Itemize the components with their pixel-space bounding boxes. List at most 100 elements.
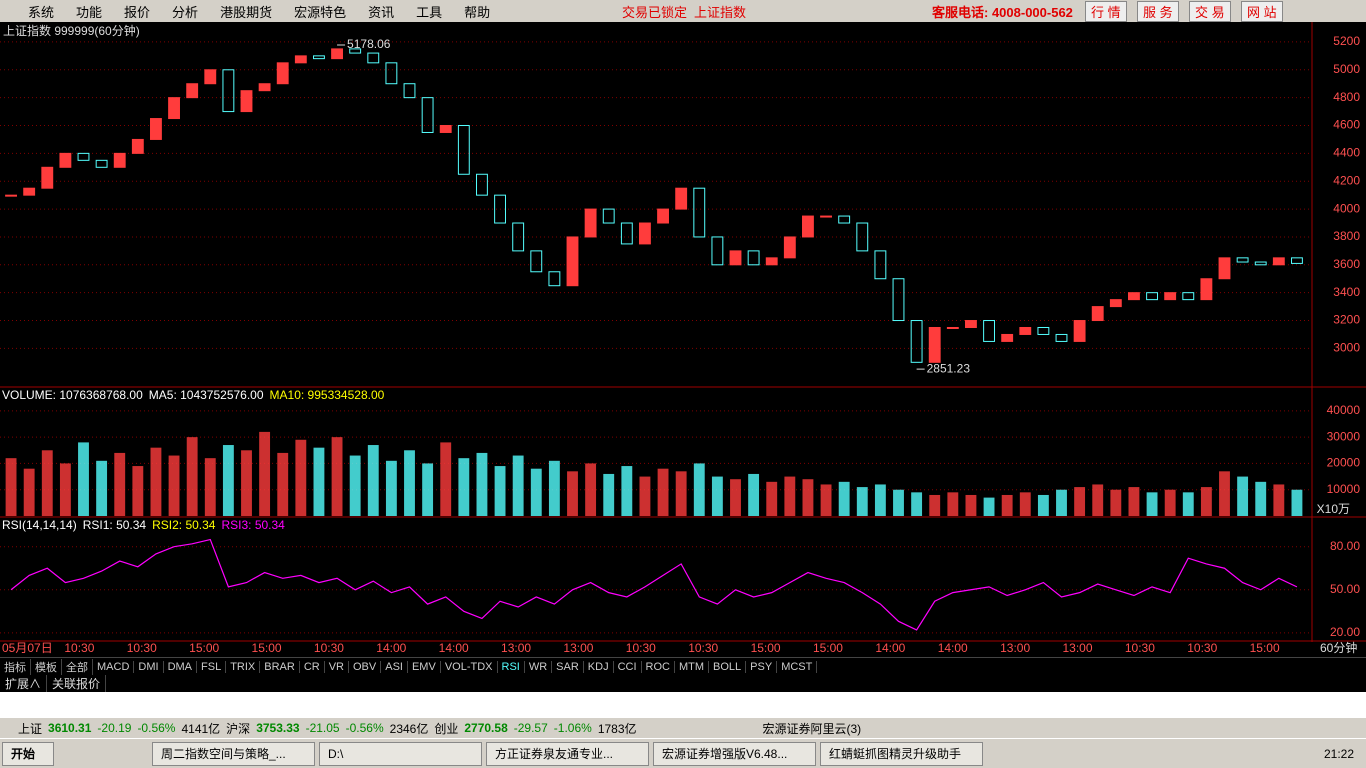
candle — [892, 278, 905, 322]
volume-bar — [168, 455, 180, 516]
x-tick-label: 14:00 — [938, 641, 968, 655]
task-item[interactable]: 红蜻蜓抓图精灵升级助手 — [820, 741, 983, 766]
volume-bar — [1182, 492, 1194, 516]
volume-bar — [96, 460, 108, 516]
candle — [928, 326, 941, 363]
x-tick-label: 15:00 — [813, 641, 843, 655]
candle — [965, 320, 977, 328]
candle — [294, 55, 307, 64]
panel-title: VOLUME: 1076368768.00 — [2, 388, 143, 402]
menu-item[interactable]: 港股期货 — [220, 4, 273, 20]
candle — [711, 236, 724, 266]
menu-item[interactable]: 帮助 — [464, 4, 491, 20]
y-tick-label: 80.00 — [1330, 539, 1360, 553]
index-field: -0.56% — [345, 721, 384, 735]
blank-panel — [0, 692, 1366, 718]
candle — [693, 187, 706, 238]
candle — [186, 83, 199, 99]
volume-bar — [893, 489, 904, 516]
indicator-tab[interactable]: 指标 — [0, 658, 31, 675]
x-tick-label: 15:00 — [252, 641, 282, 655]
volume-bar — [693, 463, 705, 516]
candle — [747, 250, 760, 266]
volume-bar — [313, 447, 325, 516]
annotation-label: 5178.06 — [347, 37, 391, 51]
candle — [1182, 292, 1195, 301]
menu-item[interactable]: 工具 — [416, 4, 443, 20]
indicator-tab[interactable]: KDJ — [584, 660, 614, 673]
indicator-tab[interactable]: 全部 — [62, 658, 93, 675]
menu-item[interactable]: 宏源特色 — [294, 4, 347, 20]
x-tick-label: 14:00 — [439, 641, 469, 655]
indicator-tab[interactable]: MTM — [675, 660, 710, 673]
indicator-tab[interactable]: WR — [525, 660, 553, 673]
indicator-tab[interactable]: PSY — [746, 660, 778, 673]
top-button[interactable]: 行 情 — [1085, 0, 1127, 22]
volume-bar — [1001, 494, 1013, 516]
volume-bar — [657, 468, 669, 516]
indicator-tab[interactable]: ASI — [381, 660, 408, 673]
indicator-tab[interactable]: OBV — [349, 660, 382, 673]
candle — [276, 62, 289, 85]
candle — [113, 152, 126, 168]
candle — [476, 173, 488, 196]
sub-tab[interactable]: 扩展∧ — [0, 675, 48, 692]
menu-item[interactable]: 功能 — [76, 4, 103, 20]
indicator-tab[interactable]: VOL-TDX — [441, 660, 498, 673]
task-item[interactable]: 方正证券泉友通专业... — [486, 741, 649, 766]
volume-bar — [132, 466, 144, 516]
x-tick-label: 15:00 — [189, 641, 219, 655]
candle — [150, 118, 162, 140]
indicator-tab[interactable]: FSL — [197, 660, 227, 673]
indicator-tab[interactable]: DMA — [164, 660, 198, 673]
volume-bar — [1056, 489, 1067, 516]
indicator-tab[interactable]: TRIX — [226, 660, 261, 673]
indicator-tab[interactable]: DMI — [134, 660, 164, 673]
candle — [639, 222, 651, 245]
menu-item[interactable]: 系统 — [28, 4, 55, 20]
y-tick-label: 10000 — [1327, 482, 1361, 496]
volume-bar — [59, 463, 71, 516]
candle — [1146, 292, 1158, 301]
indicator-tab[interactable]: RSI — [498, 660, 525, 673]
task-item[interactable]: 周二指数空间与策略_... — [152, 741, 315, 766]
indicator-tab[interactable]: EMV — [408, 660, 441, 673]
menu-item[interactable]: 资讯 — [368, 4, 395, 20]
indicator-tab[interactable]: ROC — [642, 660, 675, 673]
y-tick-label: 40000 — [1327, 403, 1361, 417]
indicator-tab[interactable]: SAR — [552, 660, 584, 673]
indicator-tab[interactable]: BRAR — [260, 660, 300, 673]
y-tick-label: 5000 — [1333, 62, 1360, 76]
indicator-tab[interactable]: CCI — [614, 660, 642, 673]
index-field: 3753.33 — [256, 721, 300, 735]
menu-item[interactable]: 报价 — [124, 4, 151, 20]
task-item[interactable]: D:\ — [319, 741, 482, 766]
sub-tab[interactable]: 关联报价 — [47, 675, 107, 692]
volume-bar — [259, 431, 271, 516]
top-button[interactable]: 服 务 — [1137, 0, 1179, 22]
y-tick-label: 50.00 — [1330, 582, 1360, 596]
start-button[interactable]: 开始 — [2, 741, 54, 766]
y-tick-label: 20.00 — [1330, 625, 1360, 639]
indicator-tab[interactable]: VR — [325, 660, 349, 673]
candle — [77, 152, 90, 161]
indicator-tab[interactable]: 模板 — [31, 658, 62, 675]
volume-bar — [1146, 492, 1158, 516]
volume-bar — [385, 460, 397, 516]
indicator-tab[interactable]: MACD — [93, 660, 135, 673]
status-bar: 上证 3610.31 -20.19 -0.56% 4141亿 沪深 3753.33 -21.0… — [0, 718, 1366, 738]
indicator-tab[interactable]: BOLL — [709, 660, 747, 673]
period-label: 60分钟 — [1320, 640, 1357, 655]
indicator-tab[interactable]: CR — [300, 660, 325, 673]
top-button[interactable]: 网 站 — [1241, 0, 1283, 22]
task-item[interactable]: 宏源证券增强版V6.48... — [653, 741, 816, 766]
candle — [494, 194, 506, 224]
top-button[interactable]: 交 易 — [1189, 0, 1231, 22]
candle — [439, 125, 452, 133]
menu-item[interactable]: 分析 — [172, 4, 199, 20]
candle — [584, 208, 597, 238]
indicator-tab[interactable]: MCST — [777, 660, 818, 673]
volume-bar — [1237, 476, 1249, 516]
volume-bar — [621, 466, 633, 516]
